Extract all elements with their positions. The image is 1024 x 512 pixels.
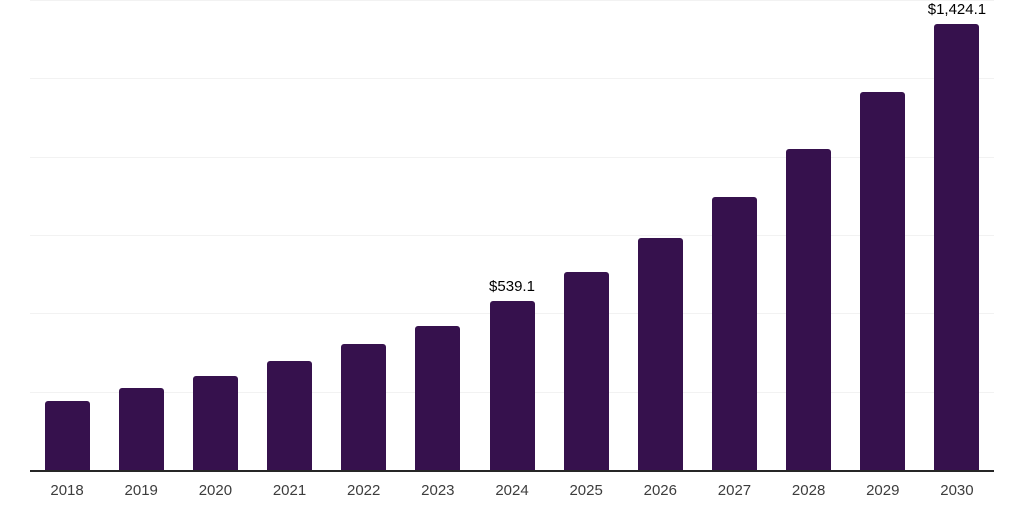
x-tick-2027: 2027 — [717, 482, 752, 499]
x-tick-2026: 2026 — [643, 482, 677, 499]
x-axis-tick-labels: 2018 2019 2020 2021 2022 2023 2024 2025 2026 2027… — [30, 481, 994, 505]
x-tick-2019: 2019 — [124, 482, 158, 499]
plot-area: $539.1 $1,424.1 — [30, 0, 994, 470]
x-tick-2028: 2028 — [791, 482, 826, 499]
bar-2029 — [860, 91, 906, 470]
bar-2024 — [489, 301, 535, 470]
bar-2023 — [415, 326, 461, 470]
x-tick-2025: 2025 — [569, 482, 603, 499]
gridline-1500 — [30, 0, 994, 1]
bar-2026 — [637, 238, 683, 470]
bar-2020 — [192, 376, 238, 470]
x-tick-2021: 2021 — [272, 482, 307, 499]
x-tick-2020: 2020 — [198, 482, 233, 499]
x-tick-2024: 2024 — [495, 482, 529, 499]
bar-2025 — [563, 271, 609, 470]
gridline-1000 — [30, 156, 994, 158]
bar-2019 — [118, 387, 164, 470]
bar-2030 — [934, 23, 980, 470]
x-tick-2030: 2030 — [940, 482, 974, 499]
bar-2022 — [341, 344, 387, 470]
bar-value-label-2024: $539.1 — [489, 278, 535, 296]
gridline-1250 — [30, 78, 994, 80]
bar-2021 — [267, 360, 313, 470]
x-tick-2022: 2022 — [347, 482, 381, 499]
x-axis-line — [30, 470, 994, 472]
gridline-750 — [30, 235, 994, 236]
x-tick-2029: 2029 — [866, 482, 900, 499]
x-tick-2018: 2018 — [50, 482, 84, 499]
bar-2028 — [786, 148, 832, 470]
x-tick-2023: 2023 — [421, 482, 455, 499]
bar-2018 — [44, 401, 90, 470]
bar-value-label-2030: $1,424.1 — [927, 0, 987, 18]
bar-2027 — [711, 197, 757, 470]
